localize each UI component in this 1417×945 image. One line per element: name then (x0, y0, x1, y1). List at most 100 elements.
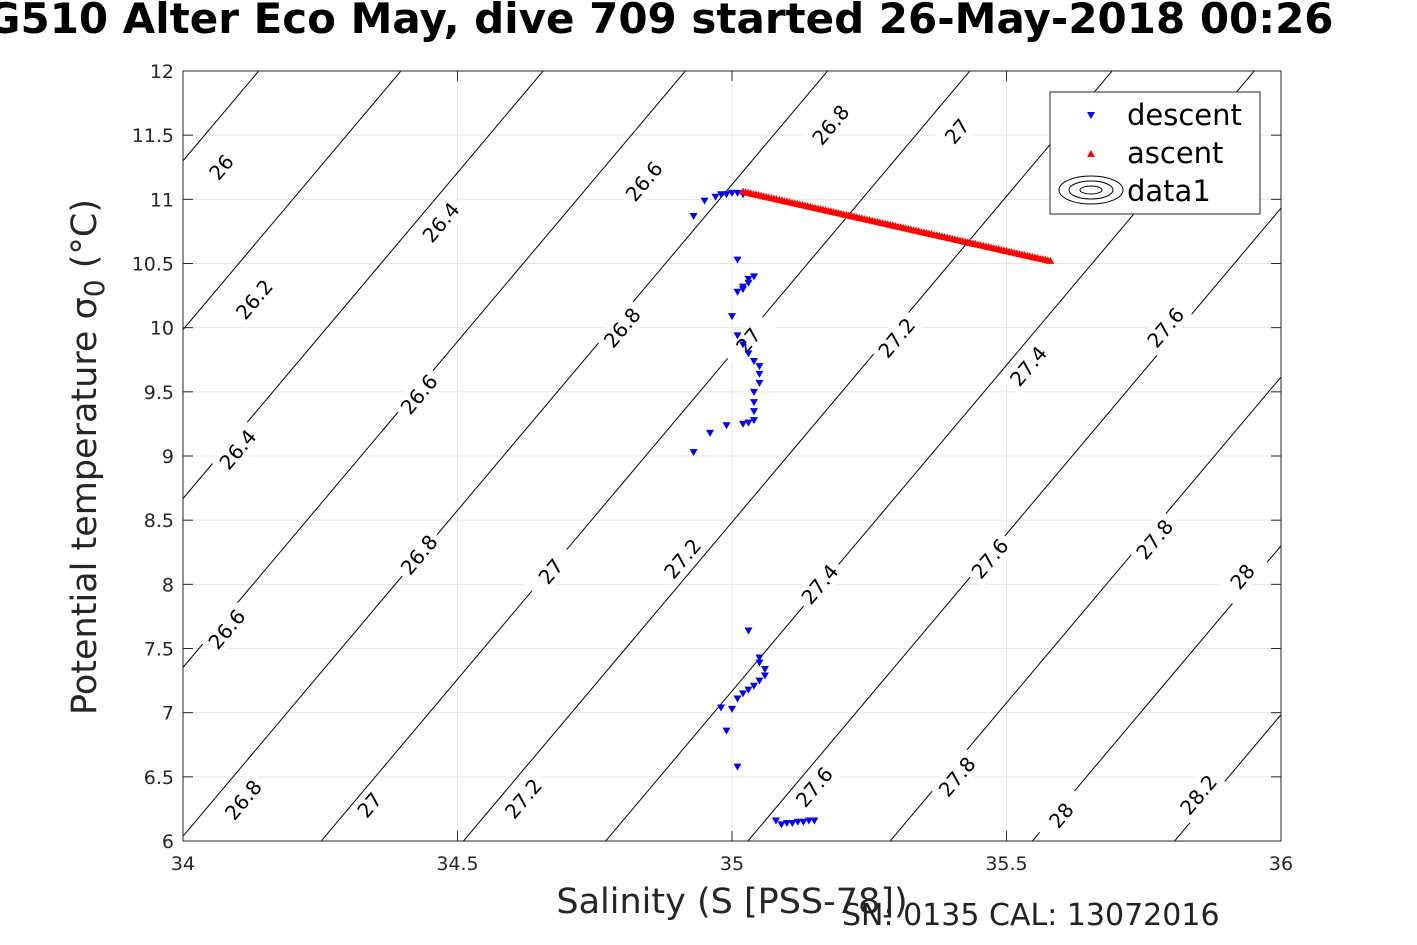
descent-point (744, 279, 753, 287)
y-tick-label: 9 (162, 446, 174, 468)
descent-point (733, 763, 742, 771)
descent-point (793, 818, 802, 826)
y-tick-label: 8.5 (144, 510, 174, 532)
contour-label: 26.6 (616, 152, 672, 211)
y-tick-label: 10 (150, 318, 174, 340)
descent-point (706, 429, 715, 437)
y-tick-label: 7 (162, 703, 174, 725)
y-axis-label-unit: (°C) (65, 199, 105, 279)
contour-label: 27 (523, 542, 579, 601)
density-contour-line (747, 207, 1281, 841)
descent-point (744, 686, 753, 694)
legend-descent-label: descent (1127, 98, 1242, 132)
x-axis-ticks: 34 34.5 35 35.5 36 (171, 71, 1293, 875)
descent-point (749, 388, 758, 396)
descent-point (755, 379, 764, 387)
y-tick-label: 7.5 (144, 639, 174, 661)
y-axis-label-main: Potential temperature σ (65, 297, 105, 715)
descent-point (733, 332, 742, 340)
descent-point (755, 659, 764, 667)
descent-point (788, 820, 797, 828)
x-tick-label: 35 (720, 853, 744, 875)
contour-labels: 2626.226.426.426.626.626.626.826.826.826… (194, 95, 1270, 845)
footer-serial-calibration: SN: 0135 CAL: 13072016 (842, 898, 1220, 933)
descent-point (749, 408, 758, 416)
legend-data1-label: data1 (1127, 174, 1211, 208)
descent-point (782, 820, 791, 828)
y-tick-label: 6.5 (144, 767, 174, 789)
ascent-point (1046, 256, 1055, 264)
x-axis-label: Salinity (S [PSS-78]) (556, 882, 907, 922)
density-contour-line (320, 71, 971, 841)
descent-point (749, 399, 758, 407)
density-contour-line (183, 71, 829, 838)
y-tick-label: 11 (150, 189, 174, 211)
y-axis-label: Potential temperature σ0 (°C) (65, 199, 111, 715)
descent-point (738, 690, 747, 698)
y-tick-label: 6 (162, 831, 174, 853)
legend-ascent-marker (1087, 150, 1095, 157)
descent-point (804, 817, 813, 825)
density-contour-line (183, 71, 687, 669)
density-contour-line (1031, 545, 1281, 841)
descent-point (722, 191, 731, 199)
contour-label: 27.4 (1001, 337, 1056, 396)
svg-text:Potential temperature σ0 (°C): Potential temperature σ0 (°C) (65, 199, 111, 715)
x-tick-label: 34 (171, 853, 195, 875)
density-contour-line (1405, 7, 1417, 905)
legend-descent-marker (1087, 112, 1095, 119)
density-contour-line (183, 71, 260, 162)
y-tick-label: 8 (162, 574, 174, 596)
descent-point (749, 358, 758, 366)
descent-point (760, 666, 769, 674)
legend-contour-icon (1058, 175, 1124, 205)
descent-point (771, 817, 780, 825)
descent-point (733, 695, 742, 703)
y-tick-label: 9.5 (144, 382, 174, 404)
descent-point (717, 704, 726, 712)
density-contour-line (0, 7, 28, 905)
descent-point (755, 363, 764, 371)
descent-point (744, 350, 753, 358)
descent-point (744, 275, 753, 283)
y-tick-label: 11.5 (132, 125, 174, 147)
descent-point (689, 449, 698, 457)
descent-point (689, 213, 698, 221)
density-contour-line (462, 71, 1113, 841)
density-contour-line (1263, 7, 1417, 905)
y-axis-label-subscript: 0 (78, 279, 111, 297)
descent-point (733, 288, 742, 296)
descent-point (728, 189, 736, 197)
descent-point (755, 677, 764, 685)
x-tick-label: 35.5 (985, 853, 1027, 875)
descent-point (728, 313, 736, 321)
descent-point (717, 191, 726, 199)
descent-point (738, 341, 747, 349)
descent-point (777, 821, 786, 829)
descent-series (689, 189, 819, 829)
descent-point (700, 197, 709, 205)
descent-point (738, 283, 747, 291)
ascent-series (738, 187, 1055, 264)
legend-ascent-label: ascent (1127, 136, 1223, 170)
descent-point (760, 672, 769, 680)
descent-point (738, 420, 747, 428)
chart-title: G510 Alter Eco May, dive 709 started 26-… (0, 0, 1334, 43)
descent-point (749, 417, 758, 425)
descent-point (799, 818, 808, 826)
descent-point (755, 370, 764, 378)
descent-point (755, 654, 764, 662)
descent-point (744, 627, 753, 635)
descent-point (749, 682, 758, 690)
density-contour-line (183, 71, 402, 331)
descent-point (711, 193, 720, 201)
x-tick-label: 36 (1269, 853, 1293, 875)
descent-point (810, 817, 819, 825)
legend: descent ascent data1 (1049, 91, 1261, 215)
descent-point (749, 273, 758, 281)
descent-point (722, 422, 731, 430)
descent-point (722, 727, 731, 735)
density-contour-line (1173, 713, 1281, 841)
x-tick-label: 34.5 (436, 853, 478, 875)
